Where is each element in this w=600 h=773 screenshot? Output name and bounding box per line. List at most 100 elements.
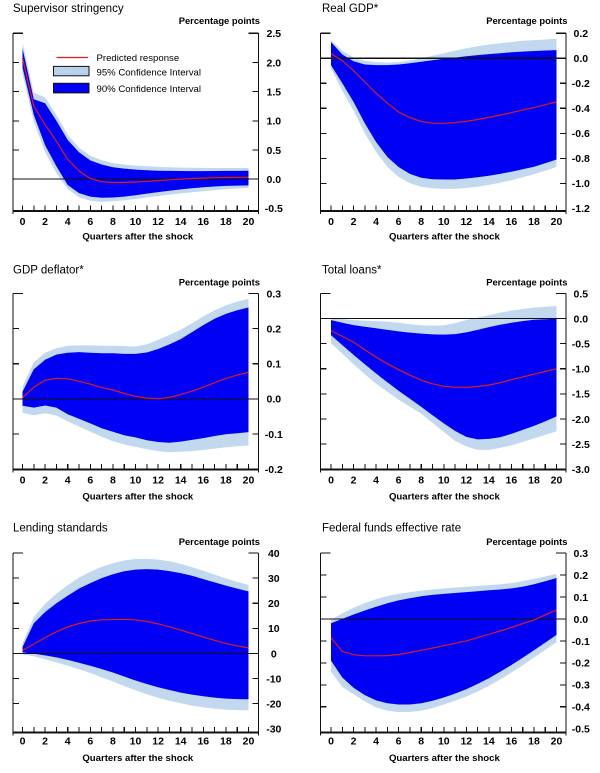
svg-text:12: 12 <box>460 736 472 748</box>
svg-text:10: 10 <box>438 216 450 228</box>
svg-text:18: 18 <box>220 216 232 228</box>
svg-text:0: 0 <box>328 216 334 228</box>
svg-text:2: 2 <box>351 736 357 748</box>
svg-text:-0.4: -0.4 <box>572 103 590 115</box>
svg-text:0.5: 0.5 <box>573 288 588 300</box>
svg-text:1.5: 1.5 <box>266 87 281 99</box>
svg-text:0.1: 0.1 <box>266 359 281 371</box>
svg-text:-0.4: -0.4 <box>572 702 590 714</box>
svg-text:-0.2: -0.2 <box>572 78 590 90</box>
svg-text:Quarters after the shock: Quarters after the shock <box>389 492 501 503</box>
svg-text:Predicted response: Predicted response <box>97 53 180 64</box>
svg-text:-0.3: -0.3 <box>572 680 590 692</box>
svg-text:0.1: 0.1 <box>573 592 588 604</box>
svg-text:10: 10 <box>130 736 142 748</box>
svg-text:0: 0 <box>20 736 26 748</box>
svg-text:10: 10 <box>438 736 450 748</box>
svg-text:16: 16 <box>506 216 518 228</box>
svg-text:6: 6 <box>396 475 402 487</box>
svg-text:12: 12 <box>152 216 164 228</box>
svg-text:2: 2 <box>351 216 357 228</box>
svg-text:12: 12 <box>460 475 472 487</box>
svg-text:-0.5: -0.5 <box>572 724 590 736</box>
svg-text:-0.1: -0.1 <box>572 636 590 648</box>
svg-text:0.5: 0.5 <box>266 145 281 157</box>
svg-text:14: 14 <box>483 475 495 487</box>
svg-text:-30: -30 <box>266 724 281 736</box>
svg-text:Quarters after the shock: Quarters after the shock <box>82 492 194 503</box>
svg-text:20: 20 <box>243 475 255 487</box>
svg-text:4: 4 <box>65 736 71 748</box>
svg-text:0: 0 <box>328 475 334 487</box>
svg-text:8: 8 <box>418 475 424 487</box>
svg-text:0.0: 0.0 <box>266 174 281 186</box>
svg-text:20: 20 <box>268 598 280 610</box>
svg-text:95% Confidence Interval: 95% Confidence Interval <box>97 67 202 78</box>
svg-text:0.3: 0.3 <box>266 288 281 300</box>
svg-text:0.0: 0.0 <box>266 394 281 406</box>
svg-text:18: 18 <box>220 736 232 748</box>
svg-text:0: 0 <box>271 648 277 660</box>
svg-text:6: 6 <box>87 736 93 748</box>
svg-text:0.2: 0.2 <box>573 570 588 582</box>
svg-text:-1.0: -1.0 <box>572 178 590 190</box>
svg-text:-20: -20 <box>266 699 281 711</box>
svg-text:-1.2: -1.2 <box>572 203 590 215</box>
svg-text:0: 0 <box>20 216 26 228</box>
svg-text:20: 20 <box>551 736 563 748</box>
svg-text:8: 8 <box>418 736 424 748</box>
svg-text:2: 2 <box>42 475 48 487</box>
svg-text:Supervisor stringency: Supervisor stringency <box>13 3 124 15</box>
svg-text:Percentage points: Percentage points <box>486 15 567 26</box>
svg-text:12: 12 <box>152 736 164 748</box>
svg-text:20: 20 <box>551 216 563 228</box>
svg-text:0: 0 <box>328 736 334 748</box>
svg-text:14: 14 <box>175 475 187 487</box>
svg-text:Quarters after the shock: Quarters after the shock <box>82 753 194 764</box>
svg-text:-0.5: -0.5 <box>572 339 590 351</box>
svg-text:16: 16 <box>506 475 518 487</box>
svg-text:16: 16 <box>197 216 209 228</box>
svg-text:4: 4 <box>65 475 71 487</box>
svg-text:-0.8: -0.8 <box>572 153 590 165</box>
svg-text:GDP deflator*: GDP deflator* <box>13 265 84 277</box>
svg-text:Percentage points: Percentage points <box>179 277 260 288</box>
svg-text:14: 14 <box>483 216 495 228</box>
svg-text:-3.0: -3.0 <box>572 464 590 476</box>
svg-text:14: 14 <box>175 216 187 228</box>
svg-text:6: 6 <box>87 216 93 228</box>
svg-text:Quarters after the shock: Quarters after the shock <box>82 232 194 243</box>
svg-text:0.2: 0.2 <box>573 28 588 40</box>
svg-text:-0.2: -0.2 <box>572 658 590 670</box>
svg-text:Percentage points: Percentage points <box>486 277 567 288</box>
svg-text:14: 14 <box>175 736 187 748</box>
svg-text:4: 4 <box>373 736 379 748</box>
svg-text:18: 18 <box>528 475 540 487</box>
svg-text:20: 20 <box>551 475 563 487</box>
svg-text:Quarters after the shock: Quarters after the shock <box>389 753 501 764</box>
svg-text:Total loans*: Total loans* <box>322 265 382 277</box>
svg-text:Quarters after the shock: Quarters after the shock <box>389 232 501 243</box>
svg-text:-10: -10 <box>266 673 281 685</box>
svg-text:6: 6 <box>396 216 402 228</box>
svg-text:Federal funds effective rate: Federal funds effective rate <box>322 523 461 535</box>
svg-text:40: 40 <box>268 548 280 560</box>
svg-text:0.0: 0.0 <box>573 314 588 326</box>
svg-text:10: 10 <box>130 475 142 487</box>
svg-text:10: 10 <box>438 475 450 487</box>
svg-text:-0.6: -0.6 <box>572 128 590 140</box>
svg-text:4: 4 <box>373 475 379 487</box>
svg-text:0: 0 <box>20 475 26 487</box>
svg-text:-0.2: -0.2 <box>265 464 283 476</box>
svg-text:2: 2 <box>42 736 48 748</box>
svg-text:8: 8 <box>110 736 116 748</box>
svg-text:10: 10 <box>268 623 280 635</box>
svg-text:0.0: 0.0 <box>573 53 588 65</box>
svg-text:16: 16 <box>506 736 518 748</box>
svg-text:8: 8 <box>110 475 116 487</box>
svg-text:Real GDP*: Real GDP* <box>322 3 379 15</box>
svg-text:8: 8 <box>110 216 116 228</box>
svg-text:-1.5: -1.5 <box>572 389 590 401</box>
svg-text:4: 4 <box>65 216 71 228</box>
svg-text:1.0: 1.0 <box>266 116 281 128</box>
